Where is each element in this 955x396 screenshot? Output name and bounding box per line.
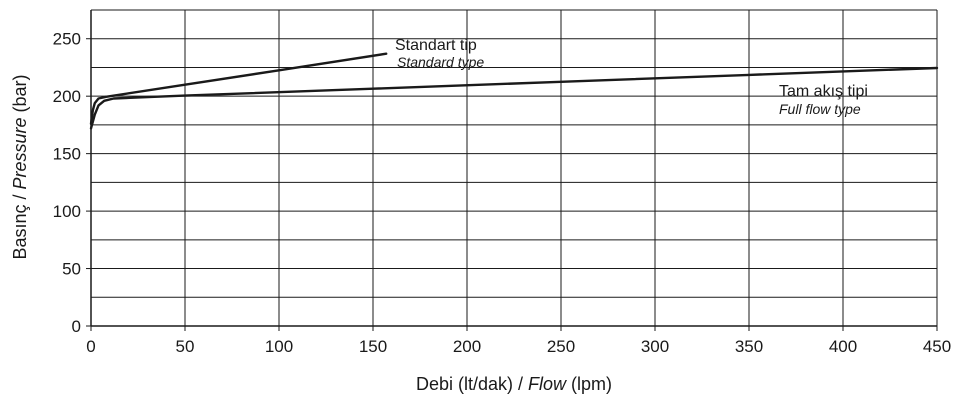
x-tick-label: 250: [547, 337, 575, 356]
tick-labels: 0 50 100 150 200 250 0 50 100 150 200 250 300 350 400 4…: [53, 30, 952, 356]
y-tick-label: 150: [53, 145, 81, 164]
y-axis-title: Basınç / Pressure (bar): [10, 74, 30, 259]
series-label-standart-tip: Standart tip: [395, 37, 477, 54]
x-tick-label: 100: [265, 337, 293, 356]
y-tick-label: 200: [53, 87, 81, 106]
x-axis-title: Debi (lt/dak) / Flow (lpm): [416, 374, 612, 394]
x-tick-label: 450: [923, 337, 951, 356]
x-tick-label: 0: [86, 337, 95, 356]
x-tick-label: 350: [735, 337, 763, 356]
y-tick-label: 0: [72, 317, 81, 336]
x-tick-label: 150: [359, 337, 387, 356]
series-label-full-flow-type: Full flow type: [779, 101, 861, 117]
x-tick-label: 400: [829, 337, 857, 356]
x-tick-label: 200: [453, 337, 481, 356]
y-tick-label: 50: [62, 260, 81, 279]
series-label-standard-type: Standard type: [397, 54, 484, 70]
x-tick-label: 300: [641, 337, 669, 356]
series-line-standart-tip: [89, 52, 388, 125]
x-tick-label: 50: [176, 337, 195, 356]
series-label-tam-akis-tipi: Tam akış tipi: [779, 83, 868, 100]
y-tick-label: 100: [53, 202, 81, 221]
series-lines: [89, 52, 939, 130]
grid: [90, 9, 938, 327]
series-line-tam-akis-tipi: [89, 66, 939, 130]
y-tick-label: 250: [53, 30, 81, 49]
